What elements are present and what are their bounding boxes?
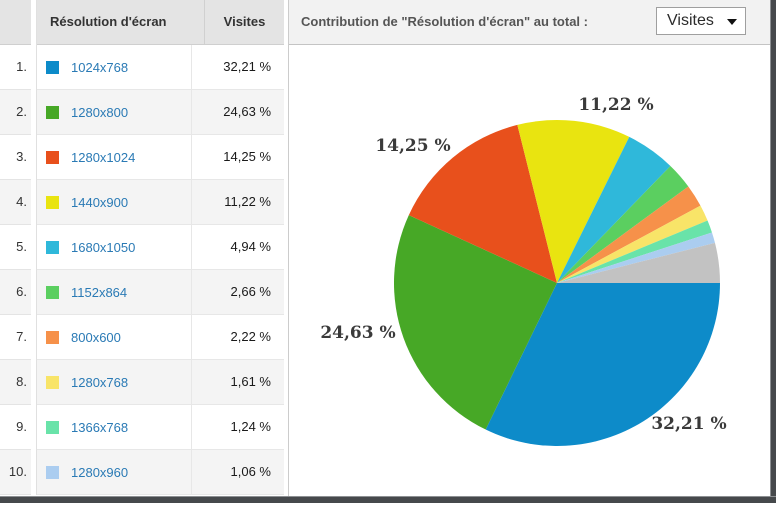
resolution-link[interactable]: 1152x864 <box>71 284 128 300</box>
visits-value: 32,21 % <box>223 59 271 74</box>
pie-slice-1280x800[interactable] <box>393 215 557 430</box>
resolution-cell: 1024x768 <box>37 45 192 89</box>
pie-slice-1280x768[interactable] <box>557 205 708 283</box>
legend-swatch-icon <box>46 240 59 254</box>
table-row: 1680x1050 4,94 % <box>37 225 284 270</box>
table-header: Résolution d'écran Visites <box>37 0 284 45</box>
legend-swatch-icon <box>46 60 59 74</box>
resolution-cell: 800x600 <box>37 315 192 359</box>
rank-cell: 9. <box>0 405 31 450</box>
legend-swatch-icon <box>46 195 59 209</box>
rank-cell: 1. <box>0 45 31 90</box>
rank-cell: 4. <box>0 180 31 225</box>
rank-cell: 6. <box>0 270 31 315</box>
visits-value: 11,22 % <box>224 194 271 209</box>
window-frame-bottom <box>0 496 776 503</box>
rank-cell: 5. <box>0 225 31 270</box>
visits-value: 24,63 % <box>223 104 271 119</box>
pie-slice-1152x864[interactable] <box>557 165 689 283</box>
resolution-cell: 1440x900 <box>37 180 192 224</box>
rank-cell: 10. <box>0 450 31 495</box>
pie-slice-1024x768[interactable] <box>485 283 720 447</box>
pie-chart <box>393 119 720 447</box>
table-row: 1280x960 1,06 % <box>37 450 284 495</box>
resolution-table: Résolution d'écran Visites 1024x768 32,21… <box>36 0 284 495</box>
resolution-link[interactable]: 1440x900 <box>71 194 129 210</box>
pie-callout-label: 14,25 % <box>375 136 451 156</box>
rank-cell: 7. <box>0 315 31 360</box>
resolution-link[interactable]: 1280x960 <box>71 464 129 480</box>
resolution-link[interactable]: 1366x768 <box>71 419 129 435</box>
visits-value: 2,66 % <box>230 284 271 299</box>
table-row: 800x600 2,22 % <box>37 315 284 360</box>
resolution-cell: 1280x800 <box>37 90 192 134</box>
pie-slice-Autres[interactable] <box>557 242 720 283</box>
rank-cell: 8. <box>0 360 31 405</box>
pie-chart-area: 32,21 % 24,63 % 14,25 % 11,22 % <box>289 45 770 497</box>
chevron-down-icon <box>727 19 737 25</box>
metric-dropdown[interactable]: Visites <box>656 7 746 35</box>
resolution-cell: 1280x1024 <box>37 135 192 179</box>
chart-header: Contribution de "Résolution d'écran" au … <box>289 0 770 45</box>
resolution-cell: 1152x864 <box>37 270 192 314</box>
visits-value: 2,22 % <box>230 329 271 344</box>
resolution-link[interactable]: 1280x768 <box>71 374 129 390</box>
resolution-link[interactable]: 1024x768 <box>71 59 129 75</box>
pie-callout-label: 11,22 % <box>578 95 654 115</box>
table-row: 1280x768 1,61 % <box>37 360 284 405</box>
table-row: 1152x864 2,66 % <box>37 270 284 315</box>
legend-swatch-icon <box>46 375 59 389</box>
pie-slice-1680x1050[interactable] <box>557 136 671 283</box>
rank-column: 1. 2. 3. 4. 5. 6. 7. 8. 9. 10. <box>0 0 31 495</box>
legend-swatch-icon <box>46 150 59 164</box>
resolution-cell: 1280x768 <box>37 360 192 404</box>
table-row: 1440x900 11,22 % <box>37 180 284 225</box>
visits-value: 1,24 % <box>230 419 271 434</box>
resolution-cell: 1366x768 <box>37 405 192 449</box>
column-header-resolution: Résolution d'écran <box>37 0 205 44</box>
chart-panel: Contribution de "Résolution d'écran" au … <box>289 0 770 497</box>
rank-column-header <box>0 0 31 45</box>
rank-cell: 3. <box>0 135 31 180</box>
legend-swatch-icon <box>46 330 59 344</box>
pie-slice-1366x768[interactable] <box>557 220 712 283</box>
rank-cell: 2. <box>0 90 31 135</box>
contribution-label: Contribution de "Résolution d'écran" au … <box>301 14 588 29</box>
table-row: 1280x1024 14,25 % <box>37 135 284 180</box>
visits-value: 4,94 % <box>230 239 271 254</box>
table-row: 1366x768 1,24 % <box>37 405 284 450</box>
resolution-link[interactable]: 1280x800 <box>71 104 129 120</box>
resolution-cell: 1280x960 <box>37 450 192 494</box>
pie-slice-1440x900[interactable] <box>517 119 630 283</box>
resolution-cell: 1680x1050 <box>37 225 192 269</box>
legend-swatch-icon <box>46 105 59 119</box>
legend-swatch-icon <box>46 285 59 299</box>
metric-dropdown-value: Visites <box>667 12 714 29</box>
visits-value: 1,06 % <box>230 464 271 479</box>
legend-swatch-icon <box>46 420 59 434</box>
visits-value: 1,61 % <box>230 374 271 389</box>
pie-callout-label: 32,21 % <box>651 414 727 434</box>
pie-slice-1280x1024[interactable] <box>408 124 557 283</box>
window-frame-right <box>770 0 776 503</box>
visits-value: 14,25 % <box>223 149 271 164</box>
pie-slice-800x600[interactable] <box>557 186 701 283</box>
pie-callout-label: 24,63 % <box>320 323 396 343</box>
table-row: 1024x768 32,21 % <box>37 45 284 90</box>
table-row: 1280x800 24,63 % <box>37 90 284 135</box>
pie-slice-1280x960[interactable] <box>557 232 715 283</box>
legend-swatch-icon <box>46 465 59 479</box>
column-header-visits: Visites <box>223 14 266 29</box>
resolution-link[interactable]: 1280x1024 <box>71 149 136 165</box>
resolution-link[interactable]: 1680x1050 <box>71 239 136 255</box>
resolution-link[interactable]: 800x600 <box>71 329 121 345</box>
table-chart-divider <box>288 0 289 497</box>
